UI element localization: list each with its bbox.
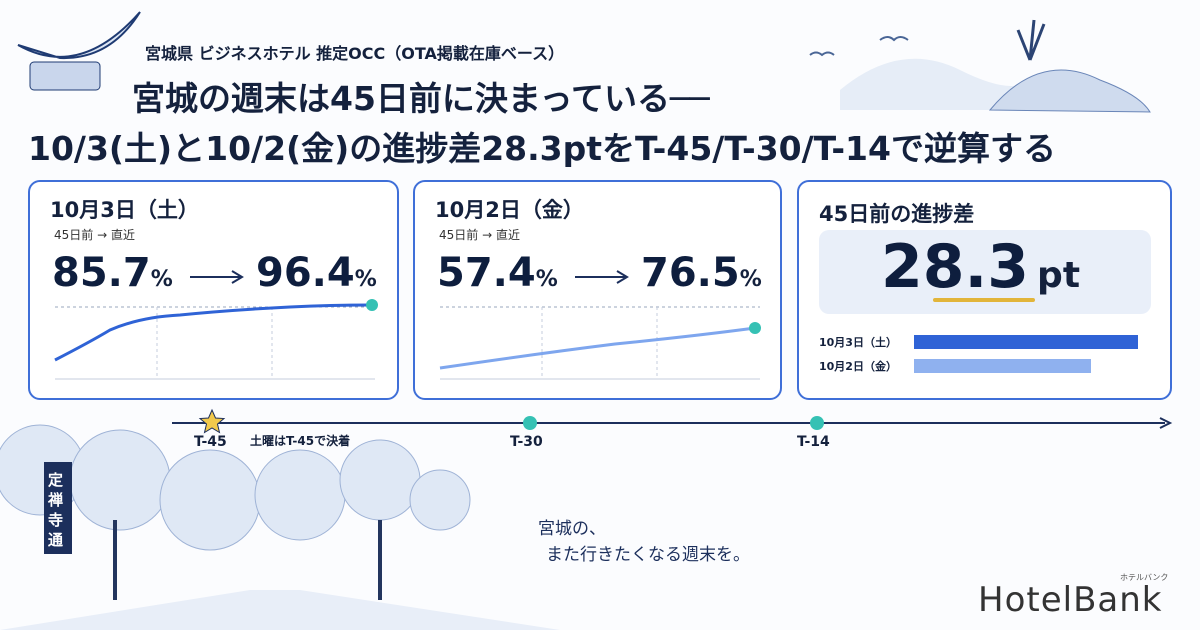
card: 45日前の進捗差 28.3 pt 10月3日（土） 10月2日（金） xyxy=(797,180,1172,400)
gap-value: 28.3 xyxy=(881,232,1030,302)
tagline: 宮城の、 xyxy=(538,519,606,539)
bar-label: 10月3日（土） xyxy=(819,336,897,349)
timeline-label: T-14 xyxy=(797,434,830,450)
card: 10月2日（金） 45日前 → 直近 57.4% 76.5% xyxy=(413,180,782,400)
sign: 定禅寺通 xyxy=(48,471,64,549)
card: 10月3日（土） 45日前 → 直近 85.7% 96.4% xyxy=(28,180,399,400)
caption: 45日前 → 直近 xyxy=(439,228,520,242)
bar xyxy=(914,335,1138,349)
start-value: 85.7 xyxy=(52,250,151,296)
card-title: 45日前の進捗差 xyxy=(819,202,975,226)
unit: % xyxy=(739,267,762,292)
end-value: 76.5 xyxy=(641,250,740,296)
gap: 28.3 pt xyxy=(881,232,1080,302)
pine xyxy=(1016,19,1046,61)
start-value: 57.4 xyxy=(437,250,536,296)
t14-dot xyxy=(810,416,824,430)
sparkline xyxy=(439,270,761,380)
trees xyxy=(0,424,471,551)
start: 85.7% xyxy=(52,250,173,296)
subtitle: 宮城県 ビジネスホテル 推定OCC（OTA掲載在庫ベース） xyxy=(145,44,565,63)
unit: % xyxy=(150,267,173,292)
end-value: 96.4 xyxy=(256,250,355,296)
lamps xyxy=(113,520,382,600)
end: 76.5% xyxy=(641,250,762,296)
timeline-label: T-30 xyxy=(510,434,543,450)
start: 57.4% xyxy=(437,250,558,296)
island xyxy=(840,58,1020,110)
end: 96.4% xyxy=(256,250,377,296)
timeline-note: 土曜はT-45で決着 xyxy=(250,434,351,448)
logo: HotelBank xyxy=(978,580,1163,620)
unit: % xyxy=(354,267,377,292)
underline xyxy=(933,298,1035,302)
island xyxy=(988,69,1151,113)
caption: 45日前 → 直近 xyxy=(54,228,135,242)
unit: % xyxy=(535,267,558,292)
helmet xyxy=(29,61,101,91)
bar-label: 10月2日（金） xyxy=(819,360,897,373)
sign-board xyxy=(44,462,72,554)
card-title: 10月3日（土） xyxy=(50,198,199,222)
road xyxy=(0,590,560,630)
birds xyxy=(809,36,909,57)
title: 宮城の週末は45日前に決まっている── xyxy=(132,79,710,118)
card-title: 10月2日（金） xyxy=(435,198,584,222)
unit: pt xyxy=(1037,255,1081,296)
timeline-arrow xyxy=(1159,417,1173,429)
tagline: また行きたくなる週末を。 xyxy=(546,545,750,565)
timeline-label: T-45 xyxy=(194,434,227,450)
bar xyxy=(914,359,1092,373)
title: 10/3(土)と10/2(金)の進捗差28.3ptをT-45/T-30/T-14… xyxy=(28,129,1056,168)
helmet-crest xyxy=(17,11,141,60)
t30-dot xyxy=(523,416,537,430)
t45-star xyxy=(198,408,226,434)
logo-kana: ホテルバンク xyxy=(1120,573,1169,582)
sparkline xyxy=(54,270,378,380)
